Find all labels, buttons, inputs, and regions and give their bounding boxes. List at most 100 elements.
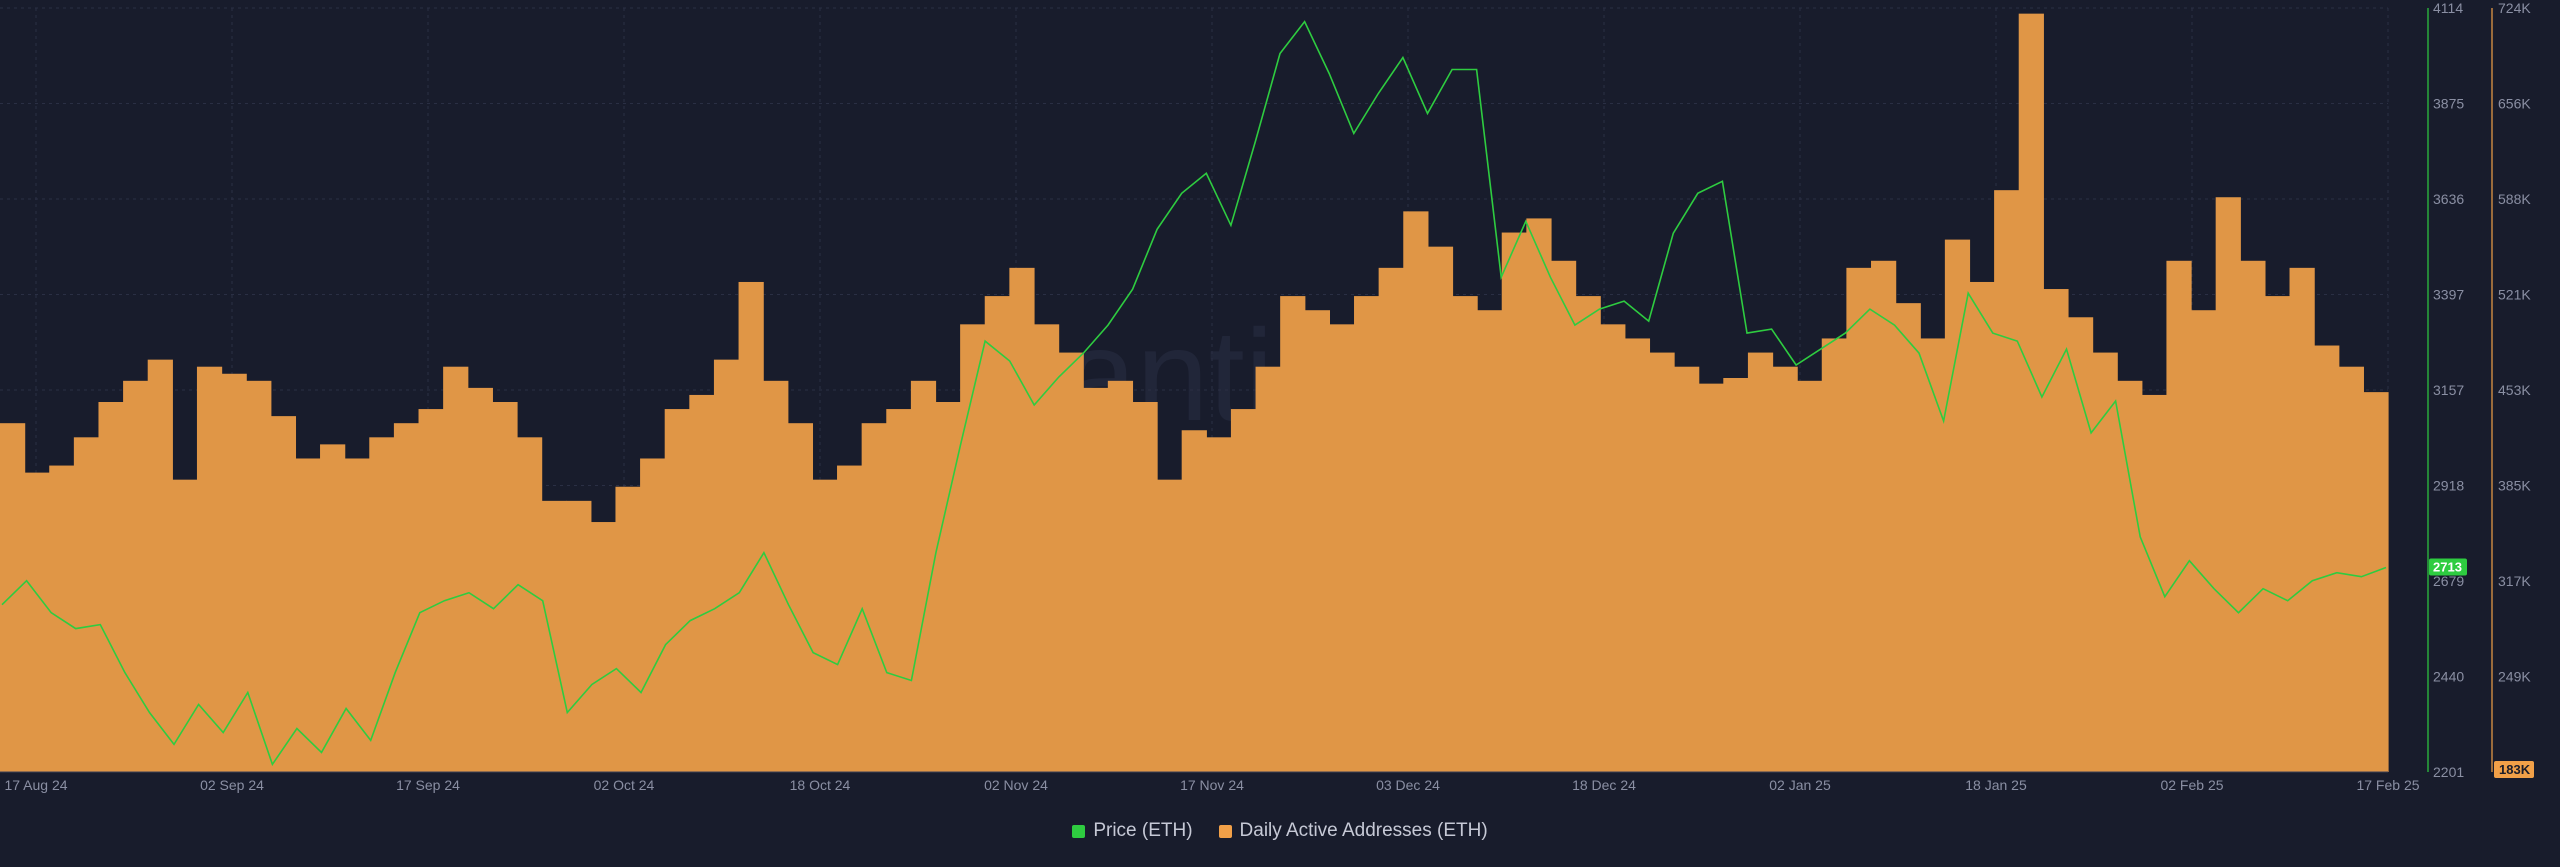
- address-bar: [1427, 246, 1454, 772]
- price-badge-bg: [2429, 558, 2467, 576]
- address-bar: [344, 458, 370, 772]
- address-bar: [516, 437, 543, 772]
- x-tick-label: 18 Oct 24: [790, 777, 851, 793]
- x-tick-label: 02 Jan 25: [1769, 777, 1831, 793]
- address-bar: [1747, 352, 1774, 772]
- x-tick-label: 02 Feb 25: [2160, 777, 2223, 793]
- addresses-tick-label: 249K: [2498, 669, 2531, 685]
- address-bar: [1132, 402, 1158, 772]
- address-bar: [73, 437, 100, 772]
- address-bar: [1033, 324, 1060, 772]
- x-tick-label: 17 Feb 25: [2356, 777, 2419, 793]
- address-bar: [123, 380, 149, 772]
- address-bar: [1772, 366, 1798, 772]
- address-bar: [1895, 303, 1921, 772]
- address-bar: [713, 359, 740, 772]
- address-bar: [1403, 211, 1429, 772]
- address-bar: [1206, 437, 1232, 772]
- address-bar: [1501, 232, 1527, 772]
- address-bar: [1871, 260, 1897, 772]
- address-bar: [1920, 338, 1946, 772]
- legend-label-price: Price (ETH): [1093, 820, 1193, 841]
- address-bar: [984, 296, 1010, 772]
- address-bar: [689, 394, 715, 772]
- address-bar: [443, 366, 469, 772]
- price-tick-label: 3397: [2433, 287, 2464, 303]
- address-bar: [2191, 310, 2217, 772]
- x-tick-label: 18 Jan 25: [1965, 777, 2027, 793]
- daily-active-addresses-bars: [0, 13, 2389, 773]
- address-bar: [1723, 377, 1749, 772]
- addresses-badge-bg: [2494, 761, 2534, 778]
- price-tick-label: 3875: [2433, 96, 2464, 112]
- legend-label-addresses: Daily Active Addresses (ETH): [1239, 820, 1488, 841]
- legend-item-addresses[interactable]: Daily Active Addresses (ETH): [1218, 820, 1488, 842]
- address-bar: [590, 522, 617, 772]
- legend: Price (ETH) Daily Active Addresses (ETH): [0, 820, 2560, 842]
- address-bar: [1698, 383, 1724, 772]
- price-tick-label: 2201: [2433, 764, 2464, 780]
- address-bar: [1354, 296, 1380, 772]
- address-bar: [0, 423, 26, 772]
- address-bar: [1452, 296, 1478, 772]
- address-bar: [960, 324, 986, 772]
- address-bar: [2314, 345, 2340, 772]
- address-bar: [541, 500, 567, 772]
- address-bar: [1329, 324, 1355, 772]
- address-bar: [1624, 338, 1651, 772]
- address-bar: [861, 423, 887, 772]
- legend-item-price[interactable]: Price (ETH): [1072, 820, 1193, 842]
- x-tick-label: 17 Aug 24: [4, 777, 67, 793]
- address-bar: [147, 359, 173, 772]
- addresses-tick-label: 588K: [2498, 191, 2531, 207]
- address-bar: [1969, 281, 1995, 772]
- address-bar: [1083, 387, 1109, 772]
- address-bar: [1107, 380, 1134, 772]
- address-bar: [369, 437, 395, 772]
- address-bar: [1058, 352, 1084, 772]
- address-bar: [221, 373, 247, 772]
- address-bar: [24, 472, 50, 772]
- address-bar: [1477, 310, 1503, 772]
- address-bar: [910, 380, 937, 772]
- address-bar: [1994, 190, 2020, 772]
- address-bar: [467, 387, 493, 772]
- address-bar: [2240, 260, 2266, 772]
- address-bar: [1575, 296, 1601, 772]
- address-bar: [2363, 392, 2389, 772]
- address-bar: [492, 402, 518, 772]
- address-bar: [1378, 267, 1404, 772]
- address-bar: [615, 486, 641, 772]
- address-bar: [418, 409, 444, 772]
- address-bar: [2141, 394, 2168, 772]
- addresses-tick-label: 724K: [2498, 0, 2531, 16]
- address-bar: [664, 409, 690, 772]
- x-tick-label: 02 Sep 24: [200, 777, 264, 793]
- price-badge: 2713: [2433, 560, 2462, 575]
- price-tick-label: 3157: [2433, 382, 2464, 398]
- x-tick-label: 18 Dec 24: [1572, 777, 1636, 793]
- address-bar: [1009, 267, 1035, 772]
- address-bar: [1526, 218, 1552, 773]
- address-bar: [1230, 409, 1257, 772]
- address-bar: [1821, 338, 1847, 772]
- address-bar: [2117, 380, 2143, 772]
- address-bar: [1944, 239, 1971, 773]
- price-tick-label: 2440: [2433, 669, 2464, 685]
- address-bar: [320, 444, 346, 772]
- address-bar: [738, 281, 764, 772]
- x-tick-label: 17 Sep 24: [396, 777, 460, 793]
- address-bar: [1674, 366, 1700, 772]
- price-tick-label: 3636: [2433, 191, 2464, 207]
- addresses-tick-label: 656K: [2498, 96, 2531, 112]
- address-bar: [1846, 267, 1872, 772]
- x-axis-ticks: 17 Aug 24 02 Sep 24 17 Sep 24 02 Oct 24 18 O…: [4, 777, 2419, 793]
- address-bar: [812, 479, 838, 772]
- x-tick-label: 17 Nov 24: [1180, 777, 1244, 793]
- address-bar: [566, 500, 592, 772]
- address-bar: [1255, 366, 1281, 772]
- address-bar: [1181, 430, 1207, 772]
- address-bar: [2338, 366, 2364, 772]
- addresses-tick-label: 521K: [2498, 287, 2531, 303]
